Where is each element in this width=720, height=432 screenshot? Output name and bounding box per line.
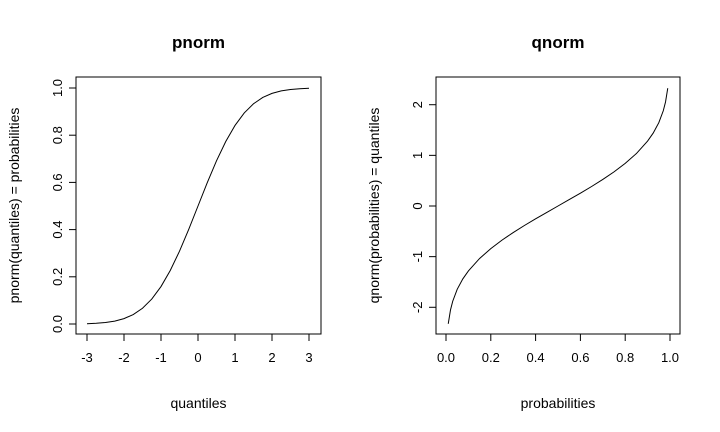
qnorm-x-tick-label: 0.2	[482, 350, 500, 365]
pnorm-panel: pnorm -3 -2 -1 0 1 2 3 0.0 0.2 0.4 0.6 0.8 1.0 quan…	[6, 33, 322, 411]
qnorm-title: qnorm	[532, 33, 585, 52]
qnorm-x-label: probabilities	[521, 395, 596, 411]
qnorm-x-axis: 0.0 0.2 0.4 0.6 0.8 1.0	[437, 334, 679, 365]
qnorm-y-tick-label: 2	[410, 101, 425, 108]
pnorm-y-tick-label: 0.6	[50, 173, 65, 191]
pnorm-x-tick-label: -3	[81, 350, 93, 365]
pnorm-x-tick-label: 2	[268, 350, 275, 365]
pnorm-y-label: pnorm(quantiles) = probabilities	[6, 108, 22, 304]
pnorm-x-tick-label: -2	[118, 350, 130, 365]
pnorm-x-tick-label: 1	[231, 350, 238, 365]
pnorm-title: pnorm	[172, 33, 225, 52]
qnorm-y-axis: -2 -1 0 1 2	[410, 101, 436, 313]
qnorm-y-label: qnorm(probabilities) = quantiles	[366, 108, 382, 304]
qnorm-panel: qnorm 0.0 0.2 0.4 0.6 0.8 1.0 -2 -1 0 1 2 probabi…	[366, 33, 681, 411]
pnorm-x-tick-label: 3	[305, 350, 312, 365]
pnorm-y-axis: 0.0 0.2 0.4 0.6 0.8 1.0	[50, 79, 76, 333]
pnorm-curve	[86, 87, 310, 325]
qnorm-y-tick-label: -1	[410, 251, 425, 263]
qnorm-y-tick-label: 0	[410, 202, 425, 209]
qnorm-x-tick-label: 0.4	[527, 350, 545, 365]
qnorm-x-tick-label: 0.6	[571, 350, 589, 365]
qnorm-x-tick-label: 0.0	[437, 350, 455, 365]
qnorm-y-tick-label: -2	[410, 302, 425, 314]
pnorm-x-label: quantiles	[170, 395, 226, 411]
pnorm-x-tick-label: 0	[194, 350, 201, 365]
qnorm-curve	[447, 88, 669, 324]
pnorm-x-tick-label: -1	[155, 350, 167, 365]
qnorm-x-tick-label: 0.8	[616, 350, 634, 365]
pnorm-y-tick-label: 0.4	[50, 221, 65, 239]
pnorm-y-tick-label: 0.8	[50, 126, 65, 144]
pnorm-y-tick-label: 1.0	[50, 79, 65, 97]
qnorm-y-tick-label: 1	[410, 152, 425, 159]
qnorm-x-tick-label: 1.0	[661, 350, 679, 365]
pnorm-y-tick-label: 0.0	[50, 315, 65, 333]
pnorm-x-axis: -3 -2 -1 0 1 2 3	[81, 334, 313, 365]
pnorm-y-tick-label: 0.2	[50, 268, 65, 286]
